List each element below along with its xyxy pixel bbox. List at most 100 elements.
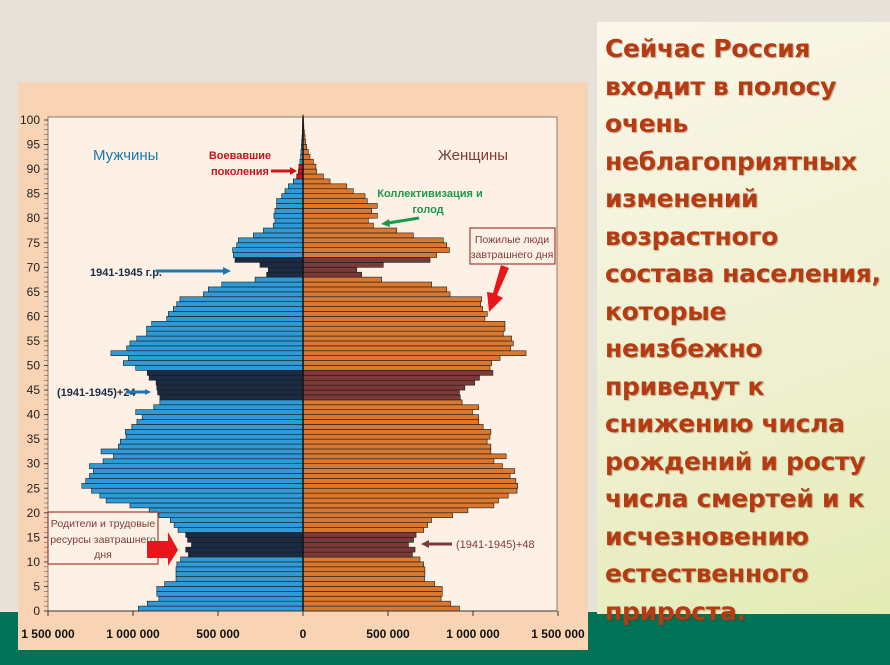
- slide-text: Сейчас Россия входит в полосу очень небл…: [605, 34, 881, 626]
- female-bar-age-52: [302, 350, 527, 356]
- female-bar-age-44: [302, 389, 460, 396]
- female-bar-age-3: [302, 591, 443, 597]
- female-bar-age-39: [302, 414, 479, 420]
- male-bar-age-55: [136, 335, 304, 342]
- male-bar-age-63: [179, 296, 304, 302]
- male-bar-age-17: [173, 522, 304, 528]
- female-bar-age-80: [302, 212, 378, 219]
- male-bar-age-57: [146, 325, 304, 332]
- male-bar-age-21: [129, 502, 304, 509]
- male-bar-age-0: [138, 605, 304, 612]
- male-bar-age-53: [126, 345, 304, 352]
- x-tick-label: 1 000 000: [106, 627, 160, 641]
- female-bar-age-5: [302, 581, 435, 587]
- female-bar-age-14: [302, 537, 414, 543]
- female-bar-age-28: [302, 468, 515, 474]
- female-bar-age-41: [302, 404, 479, 410]
- female-bar-age-77: [302, 227, 397, 234]
- y-tick-label: 45: [27, 383, 41, 397]
- y-tick-label: 35: [27, 432, 41, 446]
- female-bar-age-51: [302, 355, 501, 361]
- female-bar-age-78: [302, 222, 374, 229]
- male-bar-age-76: [253, 232, 304, 239]
- male-bar-age-61: [172, 306, 304, 312]
- male-bar-age-15: [185, 532, 304, 538]
- y-tick-label: 80: [27, 211, 41, 225]
- female-bar-age-58: [302, 321, 506, 327]
- female-bar-age-43: [302, 394, 461, 401]
- female-bar-age-87: [302, 178, 331, 185]
- male-bar-age-46: [155, 379, 304, 386]
- female-bar-age-16: [302, 527, 424, 533]
- male-bar-age-30: [102, 458, 304, 465]
- female-bar-age-86: [302, 183, 347, 190]
- female-bar-age-83: [302, 198, 368, 204]
- legend-female: Женщины: [438, 147, 508, 164]
- male-bar-age-64: [203, 291, 304, 298]
- male-bar-age-52: [110, 350, 304, 356]
- female-bar-age-46: [302, 379, 475, 386]
- female-bar-age-71: [302, 257, 431, 263]
- male-bar-age-50: [123, 360, 304, 366]
- female-bar-age-73: [302, 247, 450, 253]
- male-bar-age-41: [153, 404, 304, 410]
- male-bar-age-54: [129, 340, 304, 347]
- male-bar-age-8: [175, 566, 304, 573]
- male-bar-age-51: [128, 355, 304, 361]
- male-bar-age-31: [113, 453, 304, 460]
- x-tick-label: 0: [300, 627, 307, 641]
- female-bar-age-23: [302, 492, 509, 499]
- male-bar-age-87: [293, 178, 304, 185]
- female-bar-age-47: [302, 375, 480, 381]
- female-bar-age-34: [302, 438, 488, 445]
- male-bar-age-26: [85, 478, 304, 484]
- female-bar-age-38: [302, 419, 479, 425]
- male-bar-age-75: [238, 237, 304, 244]
- annotation-war-line1: Воевавшие: [209, 150, 271, 162]
- x-tick-label: 500 000: [196, 627, 240, 641]
- female-bar-age-90: [302, 163, 317, 170]
- male-bar-age-35: [125, 433, 304, 440]
- y-tick-label: 55: [27, 334, 41, 348]
- y-tick-label: 95: [27, 138, 41, 152]
- female-bar-age-37: [302, 424, 484, 430]
- male-bar-age-72: [233, 252, 304, 258]
- male-bar-age-24: [91, 487, 304, 494]
- parents-box: [47, 511, 159, 565]
- male-bar-age-88: [296, 173, 304, 180]
- male-bar-age-19: [158, 512, 304, 519]
- female-bar-age-4: [302, 586, 443, 592]
- female-bar-age-6: [302, 576, 425, 582]
- female-bar-age-27: [302, 473, 511, 479]
- y-tick-label: 65: [27, 285, 41, 299]
- male-bar-age-36: [125, 429, 304, 435]
- y-tick-label: 10: [27, 555, 41, 569]
- male-bar-age-71: [234, 257, 304, 263]
- y-tick-label: 90: [27, 162, 41, 176]
- male-bar-age-9: [176, 561, 304, 568]
- female-bar-age-13: [302, 541, 409, 548]
- male-bar-age-13: [191, 541, 304, 548]
- female-bar-age-92: [302, 154, 311, 160]
- female-bar-age-8: [302, 566, 426, 573]
- female-bar-age-35: [302, 433, 491, 440]
- male-bar-age-25: [81, 483, 304, 489]
- female-bar-age-61: [302, 306, 483, 312]
- female-bar-age-72: [302, 252, 437, 258]
- female-bar-age-85: [302, 188, 354, 194]
- male-bar-age-5: [164, 581, 304, 587]
- male-bar-age-34: [119, 438, 304, 445]
- male-bar-age-84: [281, 193, 304, 199]
- female-bar-age-89: [302, 168, 317, 175]
- annotation-plus48: (1941-1945)+48: [456, 539, 535, 551]
- female-bar-age-30: [302, 458, 495, 465]
- elder-box: [469, 227, 556, 265]
- male-bar-age-38: [136, 419, 304, 425]
- male-bar-age-40: [135, 409, 304, 415]
- female-bar-age-12: [302, 546, 416, 553]
- y-tick-label: 30: [27, 457, 41, 471]
- male-bar-age-79: [274, 217, 304, 224]
- annotation-coll-line1: Коллективизация и: [377, 188, 483, 200]
- male-bar-age-29: [89, 463, 304, 469]
